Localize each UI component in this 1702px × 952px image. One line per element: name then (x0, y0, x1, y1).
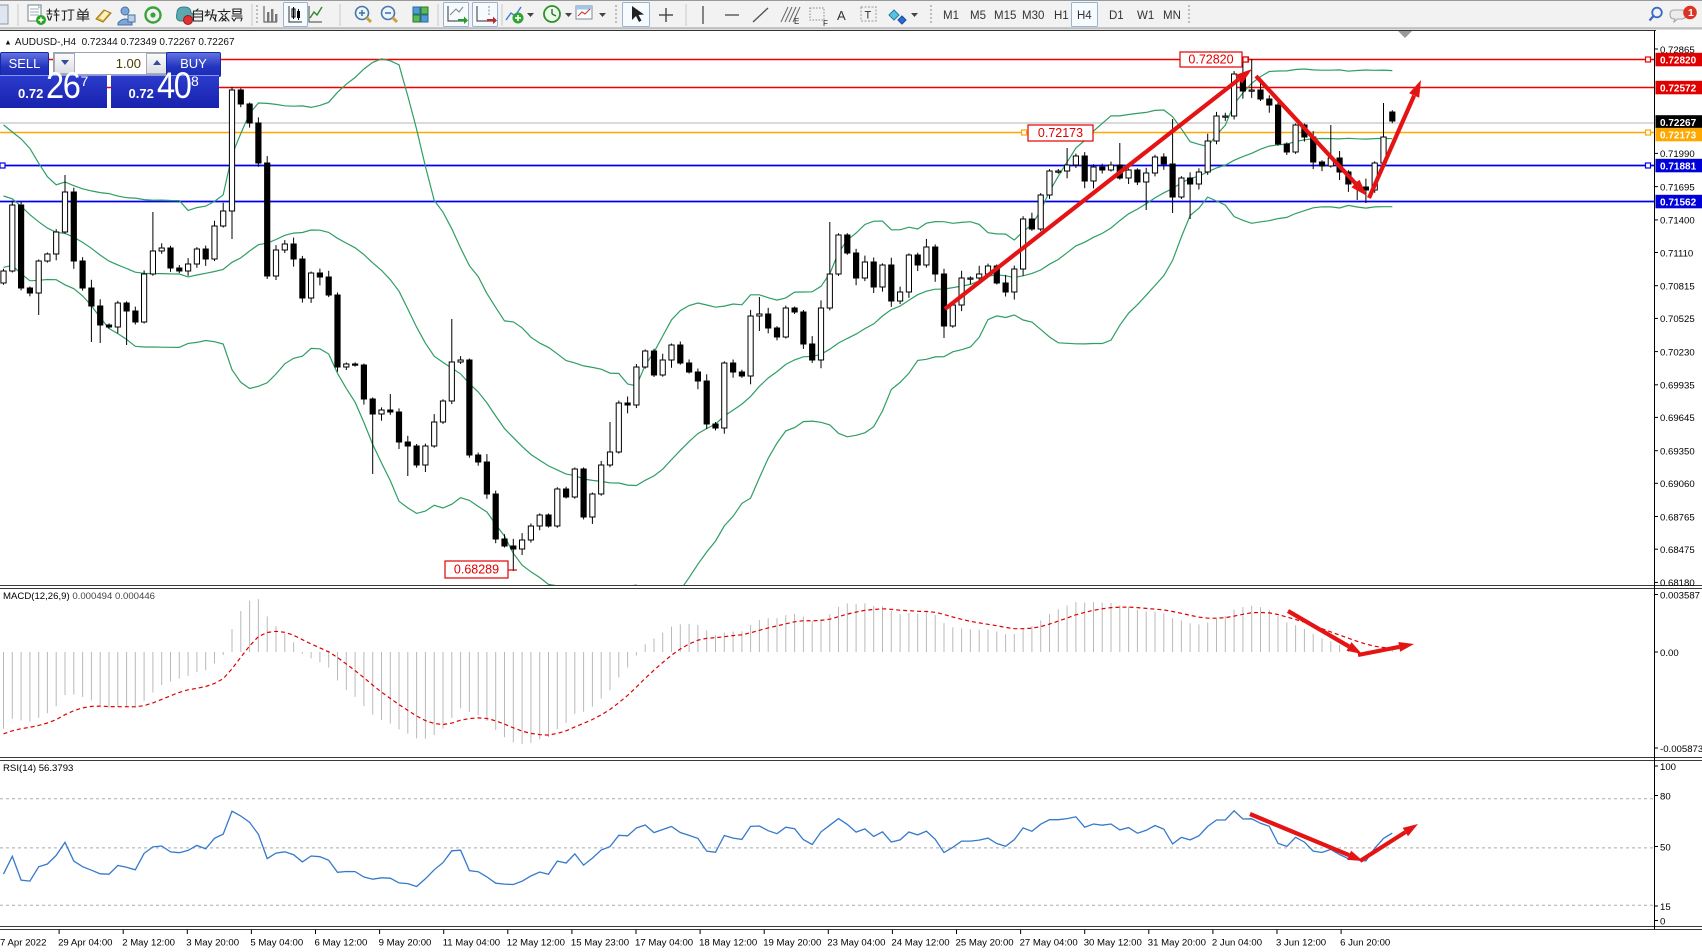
svg-text:3 Jun 12:00: 3 Jun 12:00 (1276, 938, 1326, 949)
svg-text:12 May 12:00: 12 May 12:00 (507, 938, 565, 949)
svg-text:0.69060: 0.69060 (1660, 479, 1695, 490)
svg-text:A: A (837, 8, 846, 23)
svg-text:0.72572: 0.72572 (1660, 84, 1697, 95)
svg-text:M15: M15 (994, 10, 1016, 22)
svg-text:H1: H1 (1054, 10, 1069, 22)
svg-text:0: 0 (1660, 916, 1665, 927)
svg-text:W1: W1 (1137, 10, 1154, 22)
svg-text:0.003587: 0.003587 (1660, 590, 1700, 601)
svg-text:15 May 23:00: 15 May 23:00 (571, 938, 629, 949)
svg-text:24 May 12:00: 24 May 12:00 (891, 938, 949, 949)
svg-text:0.72820: 0.72820 (1660, 56, 1697, 67)
svg-text:0.70815: 0.70815 (1660, 282, 1695, 293)
svg-text:M30: M30 (1022, 10, 1044, 22)
svg-text:0.71400: 0.71400 (1660, 216, 1695, 227)
svg-text:7 Apr 2022: 7 Apr 2022 (0, 938, 46, 949)
svg-text:29 Apr 04:00: 29 Apr 04:00 (58, 938, 112, 949)
svg-text:MN: MN (1163, 10, 1181, 22)
svg-text:0.69645: 0.69645 (1660, 413, 1695, 424)
svg-text:F: F (823, 19, 828, 28)
svg-text:6 May 12:00: 6 May 12:00 (315, 938, 368, 949)
svg-text:E: E (794, 17, 799, 26)
svg-text:19 May 20:00: 19 May 20:00 (763, 938, 821, 949)
svg-text:0.71881: 0.71881 (1660, 162, 1697, 173)
svg-text:3 May 20:00: 3 May 20:00 (186, 938, 239, 949)
svg-text:0.72267: 0.72267 (1660, 118, 1697, 129)
svg-text:18 May 12:00: 18 May 12:00 (699, 938, 757, 949)
svg-text:0.72820: 0.72820 (1188, 53, 1233, 67)
svg-text:2 May 12:00: 2 May 12:00 (122, 938, 175, 949)
svg-text:0.68289: 0.68289 (454, 563, 499, 577)
svg-text:0.71562: 0.71562 (1660, 198, 1697, 209)
svg-text:0.72173: 0.72173 (1660, 131, 1697, 142)
svg-text:17 May 04:00: 17 May 04:00 (635, 938, 693, 949)
svg-text:0.68475: 0.68475 (1660, 545, 1695, 556)
svg-text:T: T (865, 10, 872, 22)
svg-text:0.71990: 0.71990 (1660, 149, 1695, 160)
svg-text:2 Jun 04:00: 2 Jun 04:00 (1212, 938, 1262, 949)
svg-text:80: 80 (1660, 791, 1671, 802)
svg-text:0.68765: 0.68765 (1660, 512, 1695, 523)
svg-text:0.71110: 0.71110 (1660, 248, 1693, 259)
svg-text:27 May 04:00: 27 May 04:00 (1020, 938, 1078, 949)
svg-text:0.72865: 0.72865 (1660, 45, 1695, 56)
svg-text:0.70230: 0.70230 (1660, 347, 1695, 358)
svg-text:0.00: 0.00 (1660, 648, 1679, 659)
svg-text:D1: D1 (1109, 10, 1124, 22)
svg-text:0.72173: 0.72173 (1038, 126, 1083, 140)
svg-text:25 May 20:00: 25 May 20:00 (956, 938, 1014, 949)
svg-text:0.70525: 0.70525 (1660, 314, 1695, 325)
svg-text:-0.005873: -0.005873 (1660, 744, 1702, 755)
svg-text:6 Jun 20:00: 6 Jun 20:00 (1340, 938, 1390, 949)
svg-text:31 May 20:00: 31 May 20:00 (1148, 938, 1206, 949)
svg-text:0.71695: 0.71695 (1660, 182, 1695, 193)
svg-text:30 May 12:00: 30 May 12:00 (1084, 938, 1142, 949)
svg-text:0.69935: 0.69935 (1660, 381, 1695, 392)
svg-text:M1: M1 (943, 10, 959, 22)
svg-text:M5: M5 (970, 10, 986, 22)
svg-text:11 May 04:00: 11 May 04:00 (443, 938, 500, 949)
svg-text:100: 100 (1660, 762, 1676, 773)
svg-text:1: 1 (1688, 7, 1694, 19)
svg-text:23 May 04:00: 23 May 04:00 (827, 938, 885, 949)
svg-text:0.69350: 0.69350 (1660, 447, 1695, 458)
svg-text:5 May 04:00: 5 May 04:00 (250, 938, 303, 949)
svg-text:H4: H4 (1077, 10, 1092, 22)
svg-text:50: 50 (1660, 842, 1671, 853)
svg-text:15: 15 (1660, 902, 1671, 913)
svg-text:0.68180: 0.68180 (1660, 578, 1695, 589)
svg-text:9 May 20:00: 9 May 20:00 (379, 938, 432, 949)
